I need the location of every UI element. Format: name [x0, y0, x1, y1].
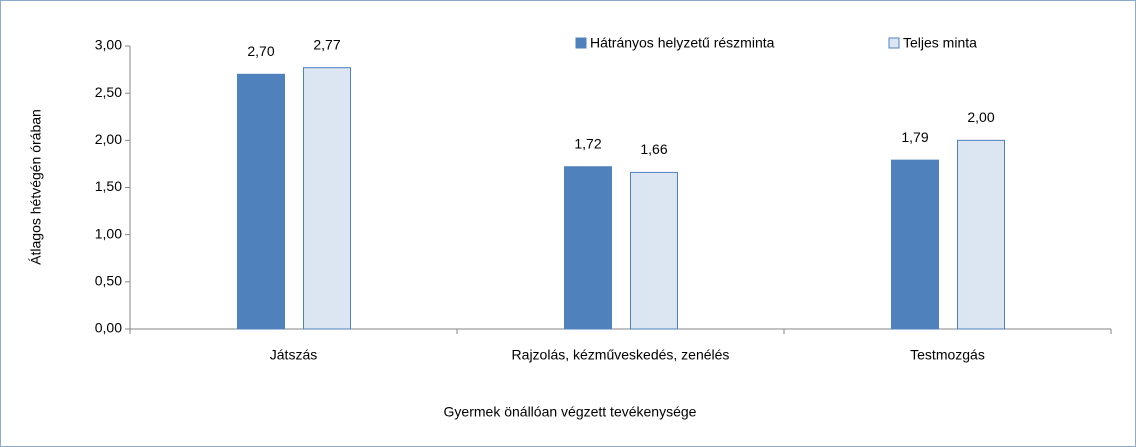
y-tick-label: 1,50 — [95, 178, 122, 194]
x-axis-title: Gyermek önállóan végzett tevékenysége — [444, 404, 697, 420]
bar — [237, 73, 285, 330]
y-tick-label: 2,00 — [95, 131, 122, 147]
bar — [564, 166, 612, 330]
bar — [303, 67, 351, 330]
x-tick-label: Testmozgás — [910, 347, 985, 363]
y-tick-label: 3,00 — [95, 37, 122, 53]
value-label: 1,66 — [640, 141, 667, 157]
y-tick-label: 2,50 — [95, 84, 122, 100]
y-tick-label: 0,50 — [95, 273, 122, 289]
legend-label: Hátrányos helyzetű részminta — [590, 35, 775, 51]
value-label: 1,79 — [901, 129, 928, 145]
legend-label: Teljes minta — [903, 35, 977, 51]
x-tick-label: Rajzolás, kézműveskedés, zenélés — [512, 347, 730, 363]
y-axis-title: Átlagos hétvégén órában — [28, 109, 44, 265]
bar — [957, 139, 1005, 330]
legend-swatch — [575, 37, 587, 49]
y-tick-label: 0,00 — [95, 320, 122, 336]
y-tick-label: 1,00 — [95, 225, 122, 241]
value-label: 2,70 — [247, 43, 274, 59]
bar — [891, 159, 939, 330]
bar — [630, 171, 678, 330]
value-label: 2,77 — [313, 36, 340, 52]
value-label: 1,72 — [574, 135, 601, 151]
value-label: 2,00 — [967, 109, 994, 125]
legend-swatch — [888, 37, 900, 49]
x-tick-label: Játszás — [270, 347, 317, 363]
